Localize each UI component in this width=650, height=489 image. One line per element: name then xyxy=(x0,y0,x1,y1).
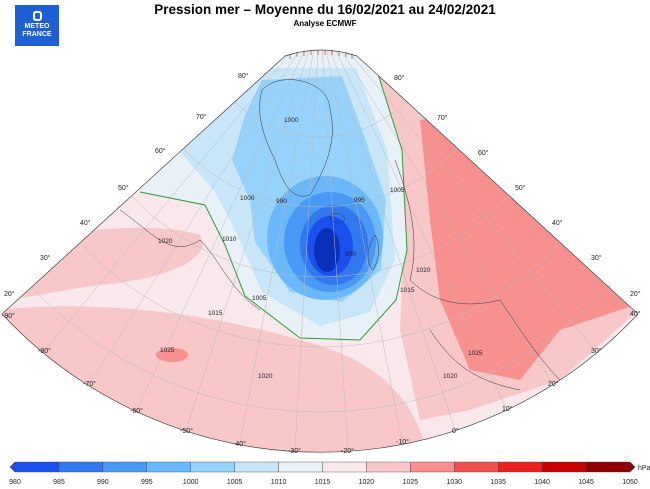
lat-label: 80° xyxy=(394,74,405,82)
lon-label: -20° xyxy=(341,447,354,455)
colorbar-swatch xyxy=(410,461,455,473)
colorbar-tick-label: 985 xyxy=(53,479,65,486)
isobar-label: 990 xyxy=(345,251,356,258)
top-ticks xyxy=(289,50,353,59)
colorbar-swatch xyxy=(366,461,411,473)
isobar-label: 1005 xyxy=(390,187,405,194)
colorbar-swatch xyxy=(146,461,191,473)
colorbar-swatch xyxy=(322,461,367,473)
lat-label: 70° xyxy=(437,114,448,122)
lat-label: 40° xyxy=(552,219,563,227)
lat-label: 30° xyxy=(40,254,51,262)
colorbar-unit: hPa xyxy=(638,465,650,472)
colorbar-tick-label: 990 xyxy=(97,479,109,486)
colorbar-swatch xyxy=(585,461,631,473)
colorbar-swatch xyxy=(58,461,104,473)
colorbar-tick-label: 1000 xyxy=(183,479,199,486)
colorbar-swatch xyxy=(190,461,235,473)
colorbar-swatch xyxy=(541,461,587,473)
colorbar-tick-label: 1015 xyxy=(315,479,331,486)
longitude-labels: -90° -80° -70° -60° -50° -40° -30° -20° … xyxy=(2,310,641,455)
lon-label: -70° xyxy=(83,380,96,388)
latitude-labels-left: 20° 30° 40° 50° 60° 70° 80° xyxy=(4,72,249,298)
colorbar-tick-label: 1010 xyxy=(271,479,287,486)
lon-label: -80° xyxy=(38,347,51,355)
lon-label: -30° xyxy=(288,447,301,455)
lat-label: 60° xyxy=(478,149,489,157)
colorbar-tick-label: 1020 xyxy=(359,479,375,486)
lon-label: -40° xyxy=(233,440,246,448)
isobar-label: 1000 xyxy=(240,195,255,202)
colorbar-tick-label: 1050 xyxy=(622,479,638,486)
lon-label: -10° xyxy=(396,438,409,446)
colorbar-tick-label: 980 xyxy=(9,479,21,486)
colorbar-swatch xyxy=(234,461,279,473)
isobar-labels: 1020 1025 1020 1020 1025 1015 1005 1010 … xyxy=(158,117,483,380)
logo-text-line1: METEO xyxy=(24,23,50,30)
colorbar-tick-label: 1025 xyxy=(403,479,419,486)
isobar-label: 1025 xyxy=(468,350,483,357)
isobar-label: 1020 xyxy=(258,373,273,380)
graticule xyxy=(2,50,638,451)
coastlines xyxy=(119,79,561,391)
page-subtitle: Analyse ECMWF xyxy=(293,19,357,28)
colorbar-tick-label: 1030 xyxy=(446,479,462,486)
lat-label: 30° xyxy=(591,254,602,262)
colorbar-swatch xyxy=(278,461,323,473)
isobar-label: 995 xyxy=(354,197,365,204)
colorbar-swatch xyxy=(14,461,60,473)
colorbar-legend: hPa 980 985 990 995 1000 1005 1010 1015 1020 1025… xyxy=(9,461,650,486)
lon-label: 10° xyxy=(502,405,513,413)
colorbar-tick-label: 1040 xyxy=(534,479,550,486)
lon-label: 30° xyxy=(591,347,602,355)
isobar-label: 1020 xyxy=(443,373,458,380)
meteo-france-logo: METEO FRANCE xyxy=(15,5,59,46)
low-980 xyxy=(314,228,340,272)
map-frame xyxy=(1,49,639,453)
colorbar-swatch xyxy=(102,461,147,473)
lon-label: 40° xyxy=(630,310,641,318)
lat-label: 20° xyxy=(630,290,641,298)
isobar-label: 1000 xyxy=(284,117,299,124)
logo-icon xyxy=(32,11,42,21)
isobar-label: 1015 xyxy=(208,310,223,317)
lat-label: 20° xyxy=(4,290,15,298)
page-title: Pression mer – Moyenne du 16/02/2021 au … xyxy=(154,2,496,17)
isobar-label: 1010 xyxy=(222,236,237,243)
colorbar-tick-label: 995 xyxy=(141,479,153,486)
lon-label: -50° xyxy=(180,427,193,435)
lon-label: 20° xyxy=(548,380,559,388)
colorbar-swatch xyxy=(498,461,543,473)
lat-label: 50° xyxy=(118,184,129,192)
isobar-label: 1025 xyxy=(160,347,175,354)
lon-label: -90° xyxy=(2,312,15,320)
lat-label: 50° xyxy=(515,184,526,192)
colorbar-high-arrow xyxy=(629,461,636,473)
logo-text-line2: FRANCE xyxy=(22,31,52,38)
isobar-label: 1005 xyxy=(252,295,267,302)
lat-label: 70° xyxy=(196,113,207,121)
isobar-label: 1020 xyxy=(158,238,173,245)
colorbar-swatch xyxy=(454,461,499,473)
high-europe-1025 xyxy=(420,110,638,380)
colorbar-low-arrow xyxy=(9,461,16,473)
lon-label: -60° xyxy=(130,407,143,415)
isobar-label: 1015 xyxy=(400,287,415,294)
lat-label: 80° xyxy=(238,72,249,80)
lon-label: 0° xyxy=(452,427,459,435)
lat-label: 40° xyxy=(80,219,91,227)
lat-label: 60° xyxy=(155,147,166,155)
latitude-labels-right: 80° 70° 60° 50° 40° 30° 20° xyxy=(394,74,641,298)
colorbar-tick-label: 1005 xyxy=(227,479,243,486)
isobar-1015 xyxy=(139,54,408,341)
colorbar-tick-label: 1035 xyxy=(490,479,506,486)
isobar-label: 1020 xyxy=(416,267,431,274)
colorbar-tick-label: 1045 xyxy=(578,479,594,486)
isobar-label: 990 xyxy=(276,198,287,205)
